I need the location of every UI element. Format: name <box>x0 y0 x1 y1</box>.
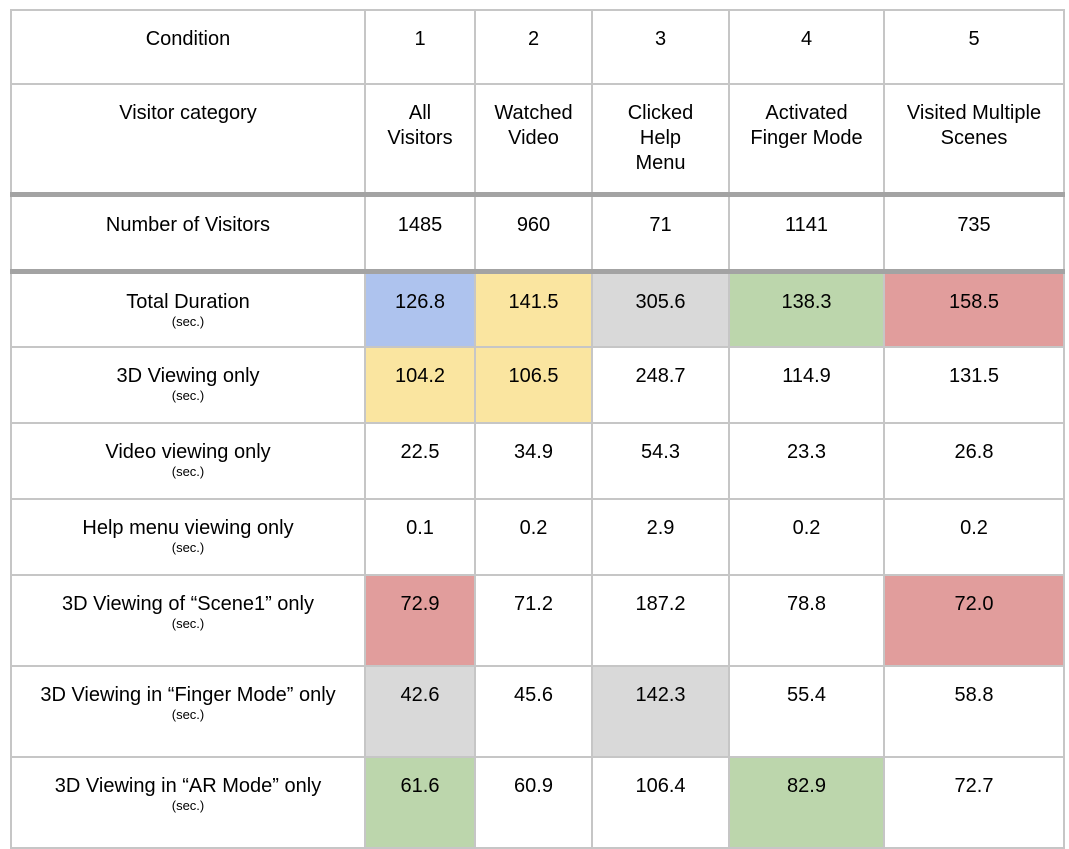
visitors-cell: 1485 <box>364 193 476 274</box>
metric-label: 3D Viewing in “Finger Mode” only <box>40 684 336 706</box>
visitors-cell: 1141 <box>728 193 885 274</box>
metric-value-cell: 305.6 <box>591 270 730 348</box>
unit-label: (sec.) <box>171 707 205 722</box>
metric-value-cell: 78.8 <box>728 574 885 667</box>
scene1-viewing-row: 3D Viewing of “Scene1” only (sec.) 72.9 71.… <box>10 574 1065 667</box>
metric-value-cell: 142.3 <box>591 665 730 758</box>
metric-label: Video viewing only <box>105 441 271 463</box>
metric-label: 3D Viewing only <box>116 365 260 387</box>
visitor-category-cell: Clicked Help Menu <box>591 83 730 197</box>
metric-value-cell: 106.5 <box>474 346 593 424</box>
condition-1-header: 1 <box>364 9 476 85</box>
results-table-wrapper: Condition 1 2 3 4 5 Visitor category All… <box>10 9 1065 849</box>
metric-value-cell: 23.3 <box>728 422 885 500</box>
metric-value-cell: 0.2 <box>883 498 1065 576</box>
metric-value-cell: 72.0 <box>883 574 1065 667</box>
total-duration-label-cell: Total Duration (sec.) <box>10 270 366 348</box>
metric-value-cell: 106.4 <box>591 756 730 849</box>
metric-value-cell: 114.9 <box>728 346 885 424</box>
visitor-category-cell: All Visitors <box>364 83 476 197</box>
metric-value-cell: 55.4 <box>728 665 885 758</box>
ar-mode-viewing-label-cell: 3D Viewing in “AR Mode” only (sec.) <box>10 756 366 849</box>
metric-value-cell: 61.6 <box>364 756 476 849</box>
metric-value-cell: 82.9 <box>728 756 885 849</box>
metric-value-cell: 126.8 <box>364 270 476 348</box>
metric-label: 3D Viewing of “Scene1” only <box>62 593 314 615</box>
condition-header-row: Condition 1 2 3 4 5 <box>10 9 1065 85</box>
metric-label: 3D Viewing in “AR Mode” only <box>54 775 322 797</box>
metric-value-cell: 22.5 <box>364 422 476 500</box>
condition-2-header: 2 <box>474 9 593 85</box>
number-of-visitors-label: Number of Visitors <box>10 193 366 274</box>
metric-value-cell: 71.2 <box>474 574 593 667</box>
condition-label: Condition <box>10 9 366 85</box>
unit-label: (sec.) <box>171 798 205 813</box>
metric-label: Help menu viewing only <box>82 517 294 539</box>
unit-label: (sec.) <box>171 616 205 631</box>
help-menu-viewing-row: Help menu viewing only (sec.) 0.1 0.2 2.9 0.2… <box>10 498 1065 576</box>
metric-value-cell: 0.2 <box>728 498 885 576</box>
metric-value-cell: 0.1 <box>364 498 476 576</box>
metric-value-cell: 0.2 <box>474 498 593 576</box>
visitors-cell: 960 <box>474 193 593 274</box>
metric-value-cell: 58.8 <box>883 665 1065 758</box>
metric-value-cell: 45.6 <box>474 665 593 758</box>
metric-value-cell: 248.7 <box>591 346 730 424</box>
visitor-category-row: Visitor category All Visitors Watched Vi… <box>10 83 1065 197</box>
unit-label: (sec.) <box>171 313 205 329</box>
visitor-category-label: Visitor category <box>10 83 366 197</box>
unit-label: (sec.) <box>171 388 205 403</box>
metric-rows: Total Duration (sec.) 126.8 141.5 305.6 138.3… <box>10 270 1065 849</box>
metric-value-cell: 42.6 <box>364 665 476 758</box>
scene1-viewing-label-cell: 3D Viewing of “Scene1” only (sec.) <box>10 574 366 667</box>
visitor-category-cell: Watched Video <box>474 83 593 197</box>
metric-value-cell: 60.9 <box>474 756 593 849</box>
metric-value-cell: 2.9 <box>591 498 730 576</box>
total-duration-row: Total Duration (sec.) 126.8 141.5 305.6 138.3… <box>10 270 1065 348</box>
finger-mode-viewing-row: 3D Viewing in “Finger Mode” only (sec.) 42… <box>10 665 1065 758</box>
condition-3-header: 3 <box>591 9 730 85</box>
video-viewing-row: Video viewing only (sec.) 22.5 34.9 54.3 23.3… <box>10 422 1065 500</box>
metric-value-cell: 54.3 <box>591 422 730 500</box>
visitors-cell: 71 <box>591 193 730 274</box>
number-of-visitors-row: Number of Visitors 1485 960 71 1141 735 <box>10 193 1065 274</box>
condition-4-header: 4 <box>728 9 885 85</box>
3d-viewing-row: 3D Viewing only (sec.) 104.2 106.5 248.7 114.… <box>10 346 1065 424</box>
metric-value-cell: 72.7 <box>883 756 1065 849</box>
unit-label: (sec.) <box>171 540 205 555</box>
metric-value-cell: 158.5 <box>883 270 1065 348</box>
results-table: Condition 1 2 3 4 5 Visitor category All… <box>10 9 1065 849</box>
visitor-category-cell: Visited Multiple Scenes <box>883 83 1065 197</box>
video-viewing-label-cell: Video viewing only (sec.) <box>10 422 366 500</box>
metric-value-cell: 104.2 <box>364 346 476 424</box>
visitor-category-cell: Activated Finger Mode <box>728 83 885 197</box>
metric-value-cell: 34.9 <box>474 422 593 500</box>
help-menu-viewing-label-cell: Help menu viewing only (sec.) <box>10 498 366 576</box>
metric-value-cell: 141.5 <box>474 270 593 348</box>
3d-viewing-label-cell: 3D Viewing only (sec.) <box>10 346 366 424</box>
unit-label: (sec.) <box>171 464 205 479</box>
metric-value-cell: 72.9 <box>364 574 476 667</box>
metric-value-cell: 131.5 <box>883 346 1065 424</box>
metric-value-cell: 187.2 <box>591 574 730 667</box>
ar-mode-viewing-row: 3D Viewing in “AR Mode” only (sec.) 61.6 60… <box>10 756 1065 849</box>
metric-label: Total Duration <box>126 290 250 313</box>
finger-mode-viewing-label-cell: 3D Viewing in “Finger Mode” only (sec.) <box>10 665 366 758</box>
visitors-cell: 735 <box>883 193 1065 274</box>
metric-value-cell: 26.8 <box>883 422 1065 500</box>
condition-5-header: 5 <box>883 9 1065 85</box>
metric-value-cell: 138.3 <box>728 270 885 348</box>
